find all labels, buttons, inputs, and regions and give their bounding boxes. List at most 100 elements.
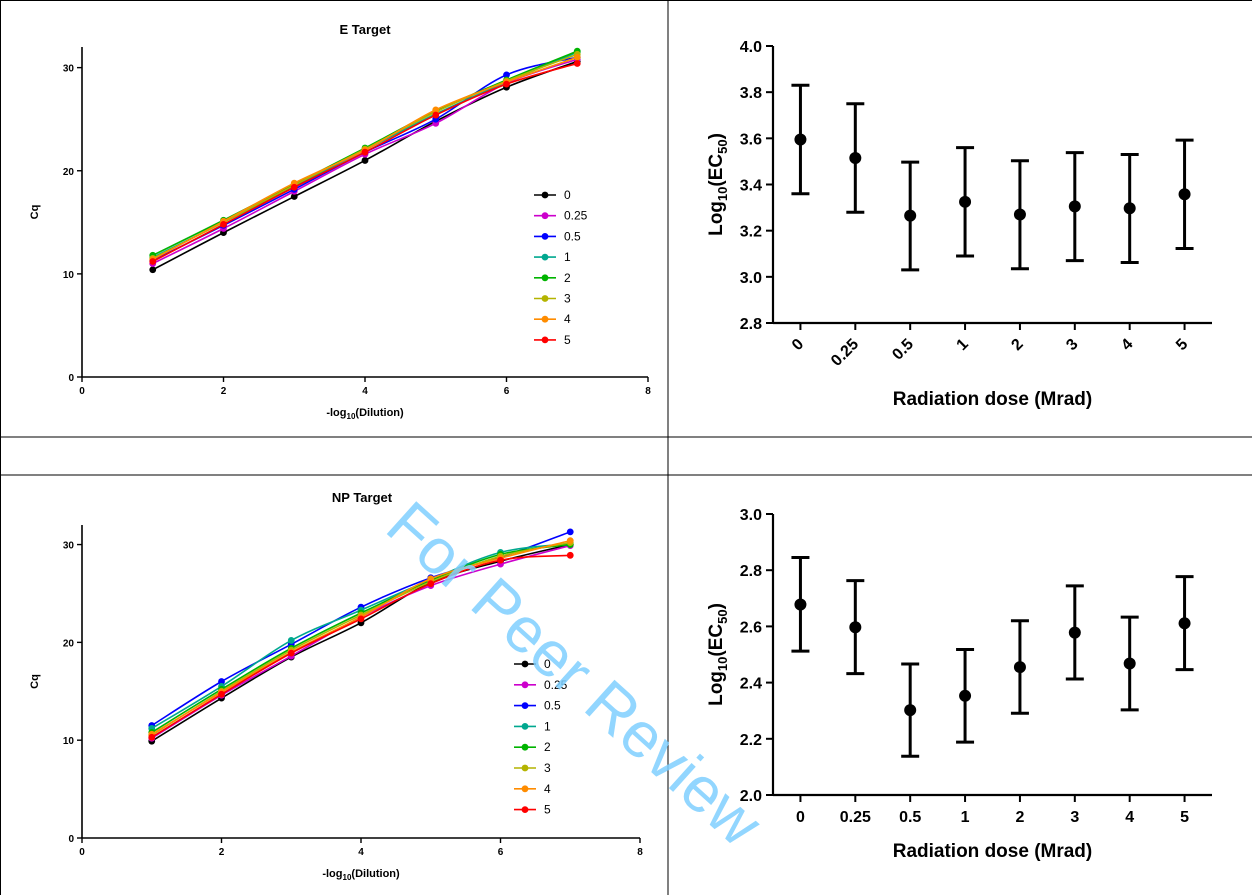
chart-title: E Target bbox=[339, 22, 391, 37]
legend-label: 2 bbox=[544, 740, 551, 754]
x-tick-label: 0 bbox=[796, 809, 805, 826]
y-axis-label: Log10(EC50) bbox=[706, 603, 730, 706]
data-point bbox=[427, 580, 435, 588]
x-tick-label: 5 bbox=[1173, 336, 1191, 354]
x-tick-label: 0.25 bbox=[828, 336, 862, 370]
data-point bbox=[1178, 617, 1191, 630]
x-tick-label: 2 bbox=[221, 386, 227, 397]
legend-label: 5 bbox=[544, 803, 551, 817]
x-tick-label: 2 bbox=[1008, 336, 1026, 354]
legend-marker bbox=[521, 806, 529, 813]
data-point bbox=[361, 157, 369, 164]
legend-label: 3 bbox=[564, 292, 571, 306]
data-point bbox=[573, 60, 581, 67]
x-tick-label: 4 bbox=[1118, 336, 1136, 354]
chart-title: NP Target bbox=[332, 490, 393, 505]
data-point bbox=[287, 649, 295, 657]
legend-label: 3 bbox=[544, 761, 551, 775]
data-point bbox=[794, 598, 807, 611]
legend-label: 4 bbox=[564, 312, 571, 326]
y-tick-label: 3.6 bbox=[740, 131, 762, 148]
y-tick-label: 10 bbox=[63, 270, 75, 281]
y-tick-label: 30 bbox=[63, 64, 75, 75]
label-segment: 50 bbox=[715, 139, 730, 153]
legend-marker bbox=[521, 660, 529, 668]
y-tick-label: 10 bbox=[63, 736, 75, 747]
label-segment: -log bbox=[322, 868, 342, 880]
x-tick-label: 8 bbox=[637, 847, 643, 858]
y-tick-label: 30 bbox=[63, 541, 75, 552]
data-point bbox=[566, 528, 574, 536]
y-tick-label: 0 bbox=[68, 373, 74, 384]
x-tick-label: 0.5 bbox=[899, 809, 921, 826]
x-tick-label: 5 bbox=[1180, 809, 1189, 826]
data-point bbox=[1178, 188, 1191, 201]
x-axis-label: Radiation dose (Mrad) bbox=[893, 841, 1093, 862]
x-tick-label: 0.25 bbox=[840, 809, 871, 826]
label-segment: 50 bbox=[715, 609, 730, 623]
label-segment: 10 bbox=[347, 412, 356, 421]
data-point bbox=[959, 195, 972, 208]
legend-label: 4 bbox=[544, 782, 551, 796]
y-tick-label: 20 bbox=[63, 167, 75, 178]
x-axis-label: -log10(Dilution) bbox=[326, 407, 404, 421]
legend-label: 0.25 bbox=[564, 209, 588, 223]
label-segment: 10 bbox=[715, 657, 730, 671]
label-segment: ) bbox=[706, 133, 727, 139]
legend-marker bbox=[521, 723, 529, 730]
y-tick-label: 2.4 bbox=[740, 676, 762, 693]
legend-marker bbox=[521, 785, 529, 793]
label-segment: -log bbox=[326, 407, 346, 419]
x-tick-label: 2 bbox=[1015, 809, 1024, 826]
legend-marker bbox=[541, 253, 549, 261]
legend-label: 0.5 bbox=[564, 229, 581, 243]
x-axis-label: Radiation dose (Mrad) bbox=[893, 389, 1093, 410]
y-tick-label: 2.8 bbox=[740, 563, 762, 580]
y-tick-label: 20 bbox=[63, 638, 75, 649]
data-point bbox=[149, 258, 157, 265]
data-point bbox=[904, 209, 917, 222]
legend-label: 0.5 bbox=[544, 699, 561, 713]
data-point bbox=[1013, 208, 1026, 221]
legend-marker bbox=[541, 274, 549, 282]
legend-label: 1 bbox=[564, 250, 571, 264]
data-point bbox=[1068, 626, 1081, 639]
data-point bbox=[290, 183, 298, 191]
legend-label: 0 bbox=[564, 188, 571, 202]
legend-label: 5 bbox=[564, 333, 571, 347]
data-point bbox=[290, 193, 298, 200]
x-tick-label: 6 bbox=[498, 847, 504, 858]
x-tick-label: 0 bbox=[79, 847, 85, 858]
x-tick-label: 1 bbox=[961, 809, 970, 826]
data-point bbox=[432, 106, 440, 114]
y-axis-label: Cq bbox=[29, 205, 41, 220]
label-segment: 10 bbox=[715, 187, 730, 201]
legend-marker bbox=[521, 743, 529, 751]
legend-marker bbox=[541, 295, 549, 302]
data-point bbox=[566, 537, 574, 545]
y-tick-label: 3.0 bbox=[740, 507, 762, 524]
x-tick-label: 1 bbox=[954, 336, 972, 354]
label-segment: (Dilution) bbox=[355, 407, 404, 419]
data-point bbox=[1068, 200, 1081, 213]
data-point bbox=[904, 704, 917, 717]
y-tick-label: 2.2 bbox=[740, 732, 762, 749]
data-point bbox=[497, 556, 504, 564]
y-tick-label: 3.4 bbox=[740, 178, 762, 195]
y-tick-label: 2.8 bbox=[740, 316, 762, 333]
data-point bbox=[218, 690, 225, 698]
series-fit-line bbox=[152, 60, 578, 271]
x-tick-label: 0.5 bbox=[889, 336, 917, 364]
x-tick-label: 0 bbox=[789, 336, 807, 354]
x-tick-label: 2 bbox=[219, 847, 225, 858]
y-tick-label: 3.8 bbox=[740, 85, 762, 102]
x-tick-label: 6 bbox=[504, 386, 510, 397]
y-tick-label: 3.0 bbox=[740, 270, 762, 287]
data-point bbox=[220, 220, 227, 228]
data-point bbox=[503, 80, 510, 88]
y-tick-label: 3.2 bbox=[740, 224, 762, 241]
data-point bbox=[218, 678, 225, 685]
